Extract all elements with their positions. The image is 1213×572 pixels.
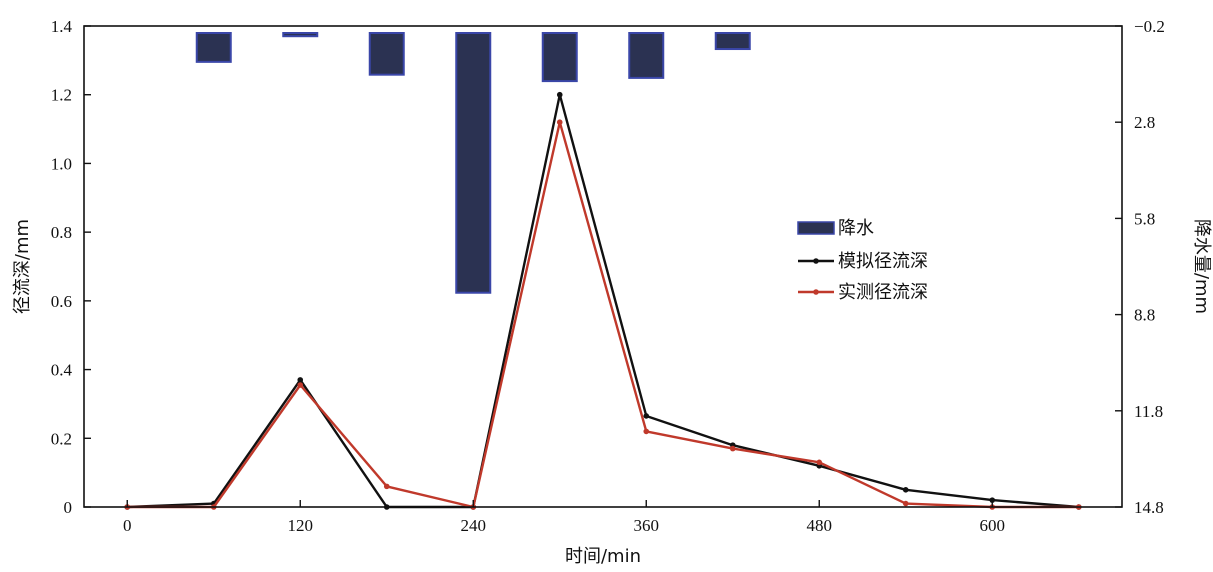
y-axis-right-title: 降水量/mm xyxy=(1191,219,1212,314)
simulated-point-540 xyxy=(902,487,909,493)
observed-point-300 xyxy=(556,119,563,125)
legend-label-simulated: 模拟径流深 xyxy=(838,251,928,272)
ticks-layer xyxy=(84,25,1122,508)
y-right-tick-label-5: 14.8 xyxy=(1134,498,1164,517)
observed-point-540 xyxy=(902,500,909,507)
y-right-tick-label-3: 8.8 xyxy=(1134,306,1155,325)
x-tick-label-120: 120 xyxy=(288,516,314,535)
y-axis-left-title: 径流深/mm xyxy=(12,219,33,314)
x-tick-label-480: 480 xyxy=(807,516,833,535)
y-left-tick-label-0: 0 xyxy=(64,498,73,517)
bars-layer xyxy=(195,32,751,294)
x-tick-label-0: 0 xyxy=(123,516,132,535)
observed-runoff-line xyxy=(127,120,1079,509)
precip-bar-300 xyxy=(541,32,578,83)
y-left-tick-label-4: 0.8 xyxy=(51,223,72,242)
y-left-tick-label-3: 0.6 xyxy=(51,292,72,311)
legend-label-observed: 实测径流深 xyxy=(838,282,928,303)
x-tick-label-360: 360 xyxy=(634,516,660,535)
legend-label-precip: 降水 xyxy=(838,218,874,239)
y-right-tick-label-0: −0.2 xyxy=(1134,17,1165,36)
y-right-tick-label-2: 5.8 xyxy=(1134,209,1155,228)
observed-point-360 xyxy=(643,428,650,435)
x-tick-label-600: 600 xyxy=(980,516,1006,535)
y-left-tick-label-7: 1.4 xyxy=(51,17,73,36)
y-left-tick-label-1: 0.2 xyxy=(51,429,72,448)
precip-bar-120 xyxy=(282,32,319,38)
legend-marker-simulated xyxy=(813,258,819,264)
y-left-tick-label-6: 1.2 xyxy=(51,86,72,105)
y-right-tick-label-4: 11.8 xyxy=(1134,402,1163,421)
y-left-tick-label-2: 0.4 xyxy=(51,361,73,380)
observed-point-420 xyxy=(729,445,736,452)
precip-bar-240 xyxy=(455,32,492,294)
observed-point-180 xyxy=(383,483,390,490)
y-right-tick-label-1: 2.8 xyxy=(1134,113,1155,132)
precip-bar-360 xyxy=(628,32,665,79)
observed-point-480 xyxy=(816,459,823,466)
legend-marker-observed xyxy=(813,289,819,295)
legend: 降水 模拟径流深 实测径流深 xyxy=(797,218,928,303)
precip-bar-420 xyxy=(714,32,751,51)
legend-swatch-precip xyxy=(797,221,835,235)
observed-point-120 xyxy=(297,382,304,388)
simulated-point-360 xyxy=(643,413,650,419)
lines-layer xyxy=(124,91,1082,510)
simulated-runoff-line xyxy=(127,93,1079,509)
simulated-point-120 xyxy=(297,377,304,383)
precip-bar-60 xyxy=(195,32,232,63)
y-left-tick-label-5: 1.0 xyxy=(51,154,72,173)
simulated-point-300 xyxy=(556,91,563,98)
x-axis-title: 时间/min xyxy=(565,546,641,567)
labels-layer: 0 120 240 360 480 600 0 0.2 0.4 0.6 0.8 1.0 1.2 1.4 −0… xyxy=(51,17,1165,535)
x-tick-label-240: 240 xyxy=(461,516,487,535)
precip-bar-180 xyxy=(368,32,405,76)
plot-frame xyxy=(83,25,1123,508)
